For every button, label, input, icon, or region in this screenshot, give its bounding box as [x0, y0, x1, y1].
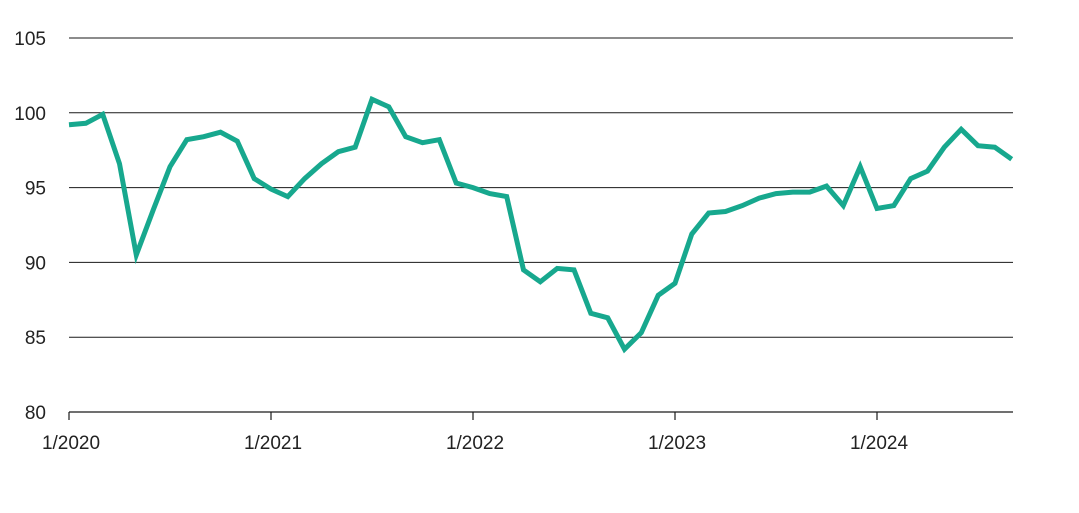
x-tick-label: 1/2022 [446, 433, 504, 454]
x-axis: 1/2020 1/2021 1/2022 1/2023 1/2024 [42, 411, 1013, 454]
y-tick-label: 90 [25, 253, 46, 274]
y-tick-label: 85 [25, 328, 46, 349]
x-tick-label: 1/2020 [42, 433, 100, 454]
series-layer [68, 95, 1014, 354]
x-tick-label: 1/2023 [648, 433, 706, 454]
y-tick-label: 105 [14, 29, 46, 50]
x-tick-label: 1/2024 [850, 433, 909, 454]
gridlines [69, 37, 1013, 338]
y-tick-label: 80 [25, 403, 46, 424]
y-axis-ticks: 80 85 90 95 100 105 [14, 29, 46, 424]
y-tick-label: 95 [25, 179, 46, 200]
y-tick-label: 100 [14, 104, 46, 125]
series-line [68, 95, 1014, 354]
x-tick-label: 1/2021 [244, 433, 302, 454]
